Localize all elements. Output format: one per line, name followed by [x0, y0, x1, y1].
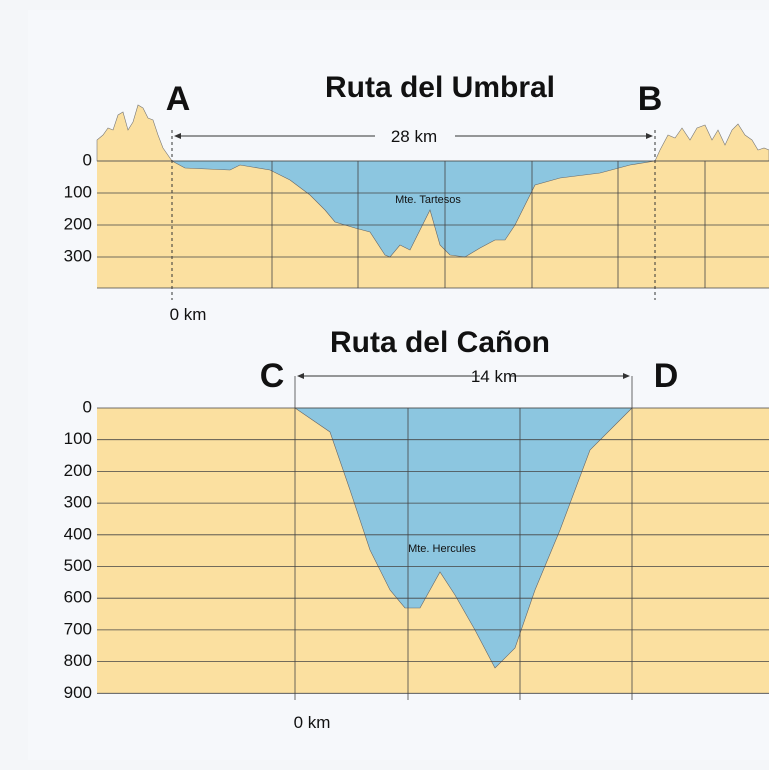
y-tick-label: 100 [64, 429, 92, 448]
y-tick-label: 0 [83, 150, 92, 169]
y-tick-label: 400 [64, 524, 92, 543]
origin-label: 0 km [294, 713, 331, 732]
feature-label: Mte. Tartesos [395, 194, 461, 206]
y-tick-label: 700 [64, 619, 92, 638]
distance-label: 28 km [391, 127, 437, 146]
start-label: C [260, 357, 285, 395]
y-tick-label: 500 [64, 556, 92, 575]
title: Ruta del Umbral [325, 71, 555, 104]
y-tick-label: 600 [64, 588, 92, 607]
end-label: B [638, 80, 663, 118]
start-label: A [166, 80, 191, 118]
y-tick-label: 100 [64, 182, 92, 201]
title: Ruta del Cañon [330, 326, 550, 359]
y-tick-label: 0 [83, 397, 92, 416]
y-tick-label: 900 [64, 683, 92, 702]
y-tick-label: 200 [64, 461, 92, 480]
y-tick-label: 800 [64, 651, 92, 670]
feature-label: Mte. Hercules [408, 543, 476, 555]
origin-label: 0 km [170, 305, 207, 324]
y-tick-label: 300 [64, 246, 92, 265]
y-tick-label: 300 [64, 493, 92, 512]
end-label: D [654, 357, 679, 395]
distance-label: 14 km [471, 367, 517, 386]
y-tick-label: 200 [64, 214, 92, 233]
diagram: Ruta del Umbral A B 28 km 0 km Mte. Tart… [0, 0, 769, 770]
